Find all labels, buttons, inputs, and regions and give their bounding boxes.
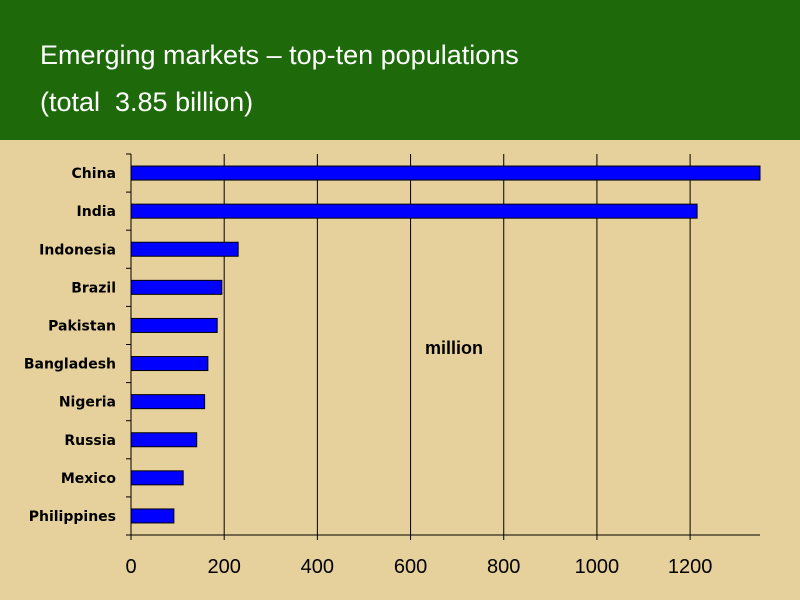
unit-annotation: million	[425, 338, 483, 358]
x-tick-label: 0	[125, 556, 136, 578]
x-tick-label: 1000	[575, 556, 620, 578]
bar	[130, 394, 206, 410]
category-label: Nigeria	[59, 395, 116, 411]
x-tick-label: 1200	[668, 556, 713, 578]
bar	[130, 317, 218, 333]
category-label: India	[77, 204, 116, 220]
bar	[130, 279, 223, 295]
bar	[130, 508, 175, 524]
category-label: Indonesia	[39, 242, 116, 258]
title-banner: Emerging markets – top-ten populations (…	[0, 0, 800, 140]
category-label: Mexico	[61, 471, 117, 487]
bar	[130, 356, 209, 372]
category-label: Russia	[64, 433, 116, 449]
population-bar-chart: 0 200 400 600 800 1000 1200 China India Indonesia…	[24, 153, 761, 578]
bar	[130, 241, 239, 257]
category-label: Pakistan	[48, 318, 116, 334]
category-label: Philippines	[29, 509, 116, 525]
category-label: Brazil	[71, 280, 116, 296]
x-tick-label: 600	[394, 556, 427, 578]
category-label: China	[72, 166, 116, 182]
category-label: Bangladesh	[24, 357, 116, 373]
x-tick-label: 200	[207, 556, 240, 578]
bar	[130, 203, 698, 219]
bar	[130, 470, 184, 486]
page-subtitle: (total 3.85 billion)	[40, 87, 254, 117]
x-tick-label: 800	[487, 556, 520, 578]
bar	[130, 165, 761, 181]
bar	[130, 432, 198, 448]
page-title: Emerging markets – top-ten populations	[40, 40, 519, 70]
x-tick-label: 400	[301, 556, 334, 578]
